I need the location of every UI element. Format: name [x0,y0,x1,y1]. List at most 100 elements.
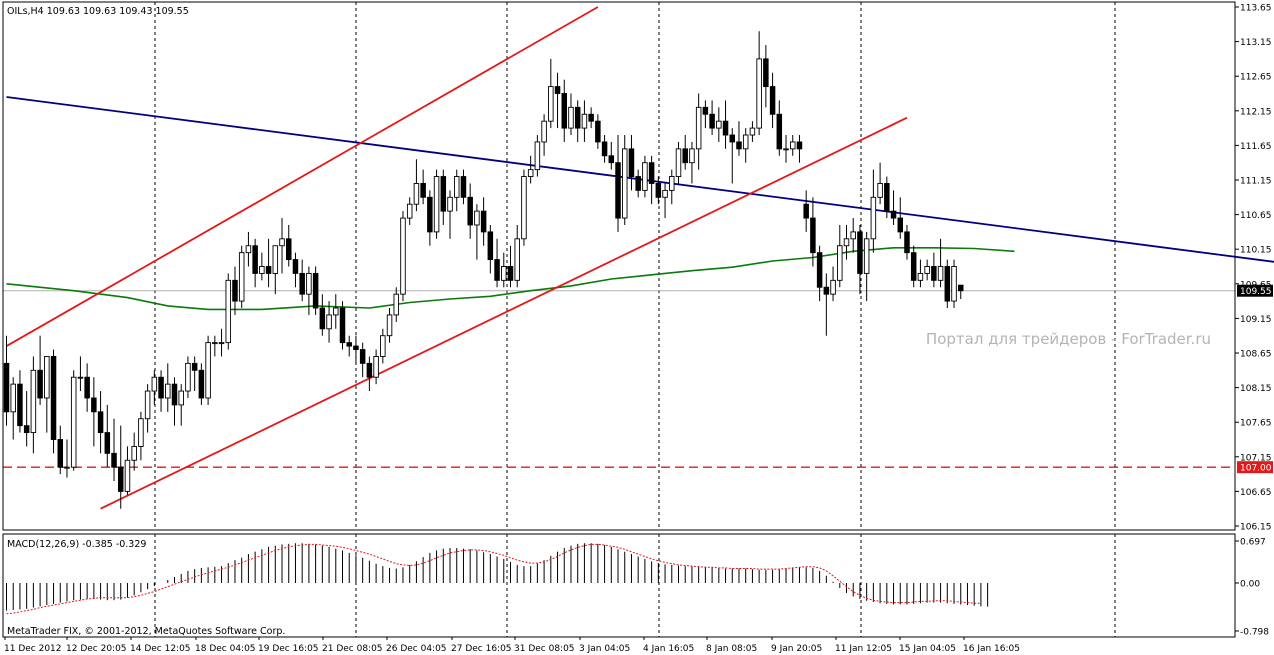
candle-body [837,245,843,281]
candle-body [621,148,628,219]
candle-body [789,141,796,150]
candle [64,439,70,478]
candle [225,273,232,350]
candle-body [44,356,50,399]
price-tick-label: 108.15 [1240,384,1272,394]
candle [729,128,736,184]
candle [789,135,796,156]
price-tick-label: 110.15 [1240,246,1272,256]
candle-body [326,314,332,330]
candle [910,245,917,288]
candle [635,169,641,198]
time-tick-label: 15 Jan 04:05 [899,644,956,654]
candle [810,197,816,267]
candle [736,121,742,156]
time-tick-label: 27 Dec 16:05 [451,644,512,654]
candle [238,245,245,309]
candle [131,432,137,471]
candle-body [904,231,910,254]
candle-body [433,176,440,233]
candle [709,100,715,136]
candle-body [702,106,709,115]
candle-body [218,342,225,345]
candle-body [77,376,84,379]
candle [863,231,870,302]
candle [91,377,97,447]
candle-body [776,113,783,150]
macd-title: MACD(12,26,9) -0.385 -0.329 [7,539,146,550]
candle-body [951,266,957,302]
candle [218,328,225,357]
candle-body [682,148,688,164]
candle [884,176,890,219]
candle-body [937,266,944,281]
candle [232,266,238,315]
candle [57,425,64,475]
candle [23,391,30,447]
candle-body [554,86,561,94]
candle-body [830,279,836,295]
candle [17,370,23,433]
candle-body [171,383,178,406]
candle [628,135,635,191]
candle [648,155,655,205]
candle [655,176,662,205]
candle-body [17,383,23,427]
candle-body [252,245,258,274]
candle [823,273,830,336]
candle [783,135,789,163]
candle [857,224,863,295]
candle-body [57,439,64,468]
candle [554,72,561,129]
candle-body [548,86,554,122]
candle-body [783,148,789,151]
candle [386,308,393,343]
candle-body [386,314,393,337]
candle-body [608,155,615,164]
candle [427,190,433,246]
candle-body [494,259,500,281]
candle-body [695,106,702,150]
candle-body [50,356,57,440]
candle [333,294,339,329]
candle [877,162,883,205]
candle [272,245,279,295]
candle-body [877,183,883,198]
candle-body [10,383,16,413]
copyright-footer: MetaTrader FIX, © 2001-2012, MetaQuotes … [7,626,285,637]
candle [299,259,305,302]
candle [568,93,574,136]
time-tick-label: 11 Jan 12:05 [835,644,892,654]
trend-lines [6,6,1274,510]
time-tick-label: 19 Dec 16:05 [258,644,319,654]
macd-tick-label: 0.00 [1240,580,1260,590]
candle [440,169,447,225]
candle-body [151,376,158,392]
candle-body [238,252,245,302]
candle-body [810,217,816,254]
candle-body [70,376,77,468]
candle [675,141,682,184]
candle-body [124,459,131,492]
candle-body [178,390,184,406]
candle-body [944,266,951,302]
candle-body [561,93,568,129]
candle [447,190,453,239]
macd-tick-label: -0.798 [1240,628,1269,638]
candle-body [265,266,272,274]
price-tick-label: 111.15 [1240,177,1272,187]
candle [574,100,581,142]
candle-body [507,266,514,281]
candle [37,335,43,405]
time-tick-label: 16 Jan 16:05 [963,644,1020,654]
candle [3,335,10,426]
price-tick-label: 108.65 [1240,350,1272,360]
candle [716,107,722,142]
candle-body [729,134,736,143]
channel-upper-line [6,6,599,347]
candle [803,190,809,232]
candle-body [474,210,480,226]
candle [433,169,440,239]
candle-body [420,183,426,198]
macd-pane-frame [2,533,1236,638]
